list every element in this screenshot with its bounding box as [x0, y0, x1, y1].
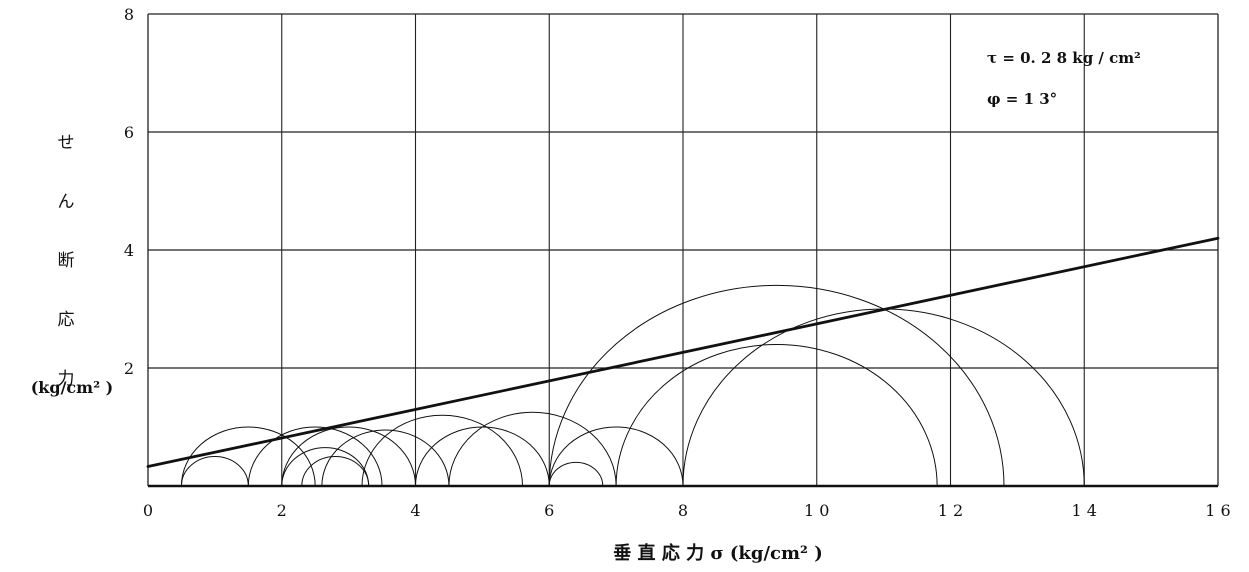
mohr-circle-8	[415, 426, 550, 487]
y-tick-label-2: 6	[124, 123, 134, 142]
x-tick-label-7: 1 4	[1072, 501, 1097, 520]
mohr-circle-9	[448, 412, 617, 487]
y-tick-label-3: 8	[124, 5, 134, 24]
y-axis-label-char-2: 断	[58, 251, 75, 271]
x-tick-label-4: 8	[678, 501, 688, 520]
envelope-line	[146, 236, 1220, 468]
mohr-circle-12	[615, 343, 938, 487]
x-axis-label: 垂 直 応 力 σ (kg/cm² )	[613, 542, 822, 564]
x-tick-label-1: 2	[277, 501, 287, 520]
annotation-friction-angle: φ = 1 3°	[987, 90, 1057, 108]
mohr-circle-11	[548, 461, 604, 487]
failure-envelope	[146, 236, 1220, 468]
y-axis-label-char-4: 力	[58, 369, 75, 389]
mohr-circle-7	[361, 414, 523, 487]
mohr-circle-1	[180, 426, 316, 487]
x-tick-label-6: 1 2	[938, 501, 963, 520]
mohr-circle-0	[180, 456, 249, 487]
annotation-cohesion: τ = 0. 2 8 kg / cm²	[987, 49, 1141, 67]
mohr-circle-6	[321, 429, 450, 487]
x-tick-label-3: 6	[544, 501, 554, 520]
x-tick-label-0: 0	[143, 501, 153, 520]
y-tick-label-0: 2	[124, 359, 134, 378]
mohr-circle-4	[301, 456, 370, 487]
grid	[147, 13, 1219, 488]
mohr-circle-3	[281, 426, 416, 487]
y-tick-label-1: 4	[124, 241, 134, 260]
mohr-circle-14	[682, 308, 1085, 487]
x-tick-label-2: 4	[410, 501, 420, 520]
y-axis-label-char-3: 応	[58, 310, 75, 330]
tick-labels: 0 2 4 6 8 1 0 1 2 1 4 1 6 2 4 6 8	[124, 5, 1231, 520]
x-tick-label-8: 1 6	[1205, 501, 1230, 520]
mohr-circle-5	[247, 426, 383, 487]
y-axis-label-char-0: せ	[58, 133, 75, 153]
mohr-circle-10	[548, 426, 684, 487]
y-axis-label-unit: (kg/cm² )	[31, 378, 114, 397]
mohr-circle-13	[548, 284, 1005, 487]
mohr-circles	[180, 284, 1085, 487]
x-tick-label-5: 1 0	[804, 501, 829, 520]
y-axis-label-char-1: ん	[58, 192, 75, 212]
